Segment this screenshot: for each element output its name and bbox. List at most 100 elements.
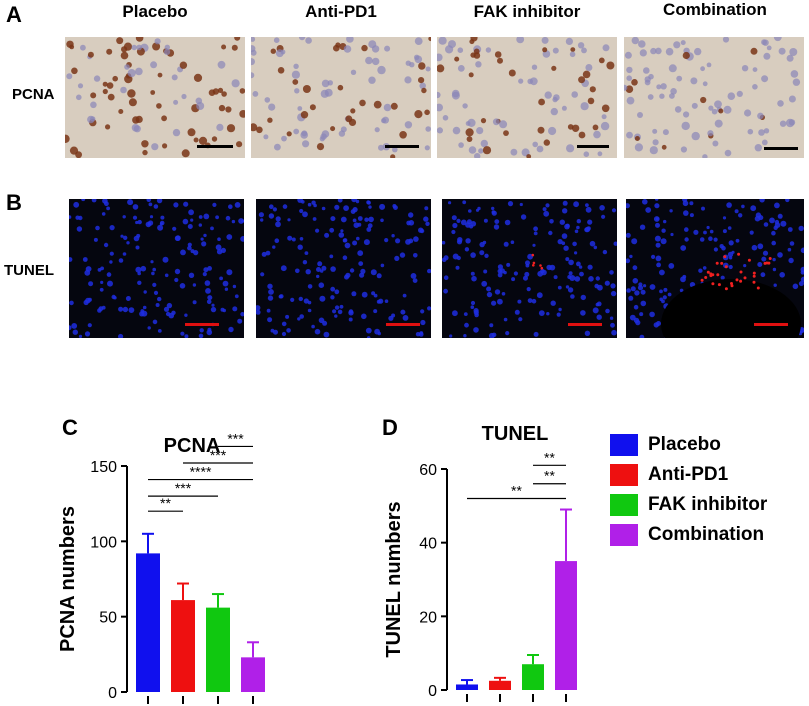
nucleus [418, 227, 424, 233]
nucleus [136, 44, 142, 51]
nucleus [361, 291, 368, 298]
nucleus [642, 199, 648, 205]
nucleus [182, 218, 189, 225]
nucleus [471, 275, 477, 282]
nucleus [421, 87, 427, 94]
nucleus [778, 47, 786, 55]
nucleus [295, 268, 300, 274]
nucleus [543, 139, 550, 146]
nucleus [460, 219, 467, 226]
y-tick-label: 0 [428, 683, 437, 700]
nucleus [763, 52, 771, 60]
nucleus [787, 227, 793, 232]
nucleus [655, 242, 661, 248]
nucleus [140, 265, 147, 272]
nucleus [670, 232, 674, 237]
nucleus [353, 222, 360, 228]
nucleus [777, 213, 783, 219]
nucleus [639, 312, 644, 317]
nucleus [122, 306, 129, 313]
nucleus [576, 219, 581, 224]
nucleus [587, 219, 593, 225]
nucleus [193, 250, 199, 256]
nucleus [457, 47, 464, 53]
column-title-fak-inhibitor: FAK inhibitor [473, 2, 581, 21]
nucleus [131, 124, 140, 132]
nucleus [100, 280, 104, 284]
nucleus [546, 312, 550, 316]
nucleus [127, 89, 136, 98]
nucleus [405, 60, 411, 66]
ihc-image-anti-pd1 [251, 37, 431, 158]
nucleus [465, 238, 471, 244]
nucleus [665, 47, 674, 56]
nucleus [157, 329, 162, 333]
nucleus [754, 215, 761, 222]
nucleus [633, 304, 639, 310]
nucleus [334, 305, 340, 310]
nucleus [763, 222, 769, 227]
nucleus [465, 128, 474, 137]
nucleus [452, 126, 461, 135]
nucleus [473, 48, 480, 55]
nucleus [320, 133, 327, 140]
nucleus [624, 51, 632, 59]
apoptotic-cell [532, 261, 536, 265]
nucleus [350, 69, 357, 75]
nucleus [206, 329, 213, 336]
nucleus [758, 129, 765, 136]
nucleus [789, 241, 795, 246]
nucleus [399, 131, 407, 139]
nucleus [348, 310, 354, 316]
nucleus [583, 151, 590, 157]
nucleus [798, 225, 804, 232]
nucleus [192, 283, 197, 287]
y-tick-label: 20 [419, 609, 437, 626]
nucleus [470, 52, 476, 58]
nucleus [239, 110, 245, 118]
nucleus [743, 264, 747, 268]
nucleus [260, 218, 264, 222]
nucleus [163, 306, 170, 312]
nucleus [402, 315, 409, 321]
nucleus [549, 219, 554, 224]
nucleus [293, 128, 300, 135]
nucleus [273, 329, 278, 335]
nucleus [723, 105, 732, 114]
nucleus [443, 255, 449, 261]
nucleus [380, 218, 384, 223]
nucleus [391, 234, 395, 238]
bar-placebo [456, 684, 478, 690]
nucleus [610, 290, 617, 297]
nucleus [660, 83, 667, 90]
nucleus [297, 317, 301, 321]
nucleus [267, 295, 274, 301]
nucleus [152, 319, 158, 325]
nucleus [107, 280, 113, 287]
significance-label: ** [511, 482, 522, 498]
scale-bar [764, 147, 798, 150]
nucleus [106, 272, 112, 277]
nucleus [384, 238, 389, 243]
nucleus [510, 240, 515, 244]
nucleus [183, 201, 189, 207]
nucleus [800, 270, 804, 275]
nucleus [425, 126, 431, 132]
nucleus [494, 289, 501, 295]
nucleus [157, 224, 164, 231]
legend-label: FAK inhibitor [648, 494, 768, 515]
nucleus [225, 215, 231, 221]
nucleus [779, 272, 785, 278]
nucleus [639, 224, 646, 230]
nucleus [766, 45, 772, 51]
nucleus [198, 333, 204, 338]
nucleus [118, 333, 124, 338]
nucleus [569, 51, 576, 58]
nucleus [638, 40, 646, 48]
nucleus [749, 230, 754, 235]
nucleus [399, 252, 406, 258]
nucleus [91, 199, 97, 203]
nucleus [499, 268, 505, 274]
